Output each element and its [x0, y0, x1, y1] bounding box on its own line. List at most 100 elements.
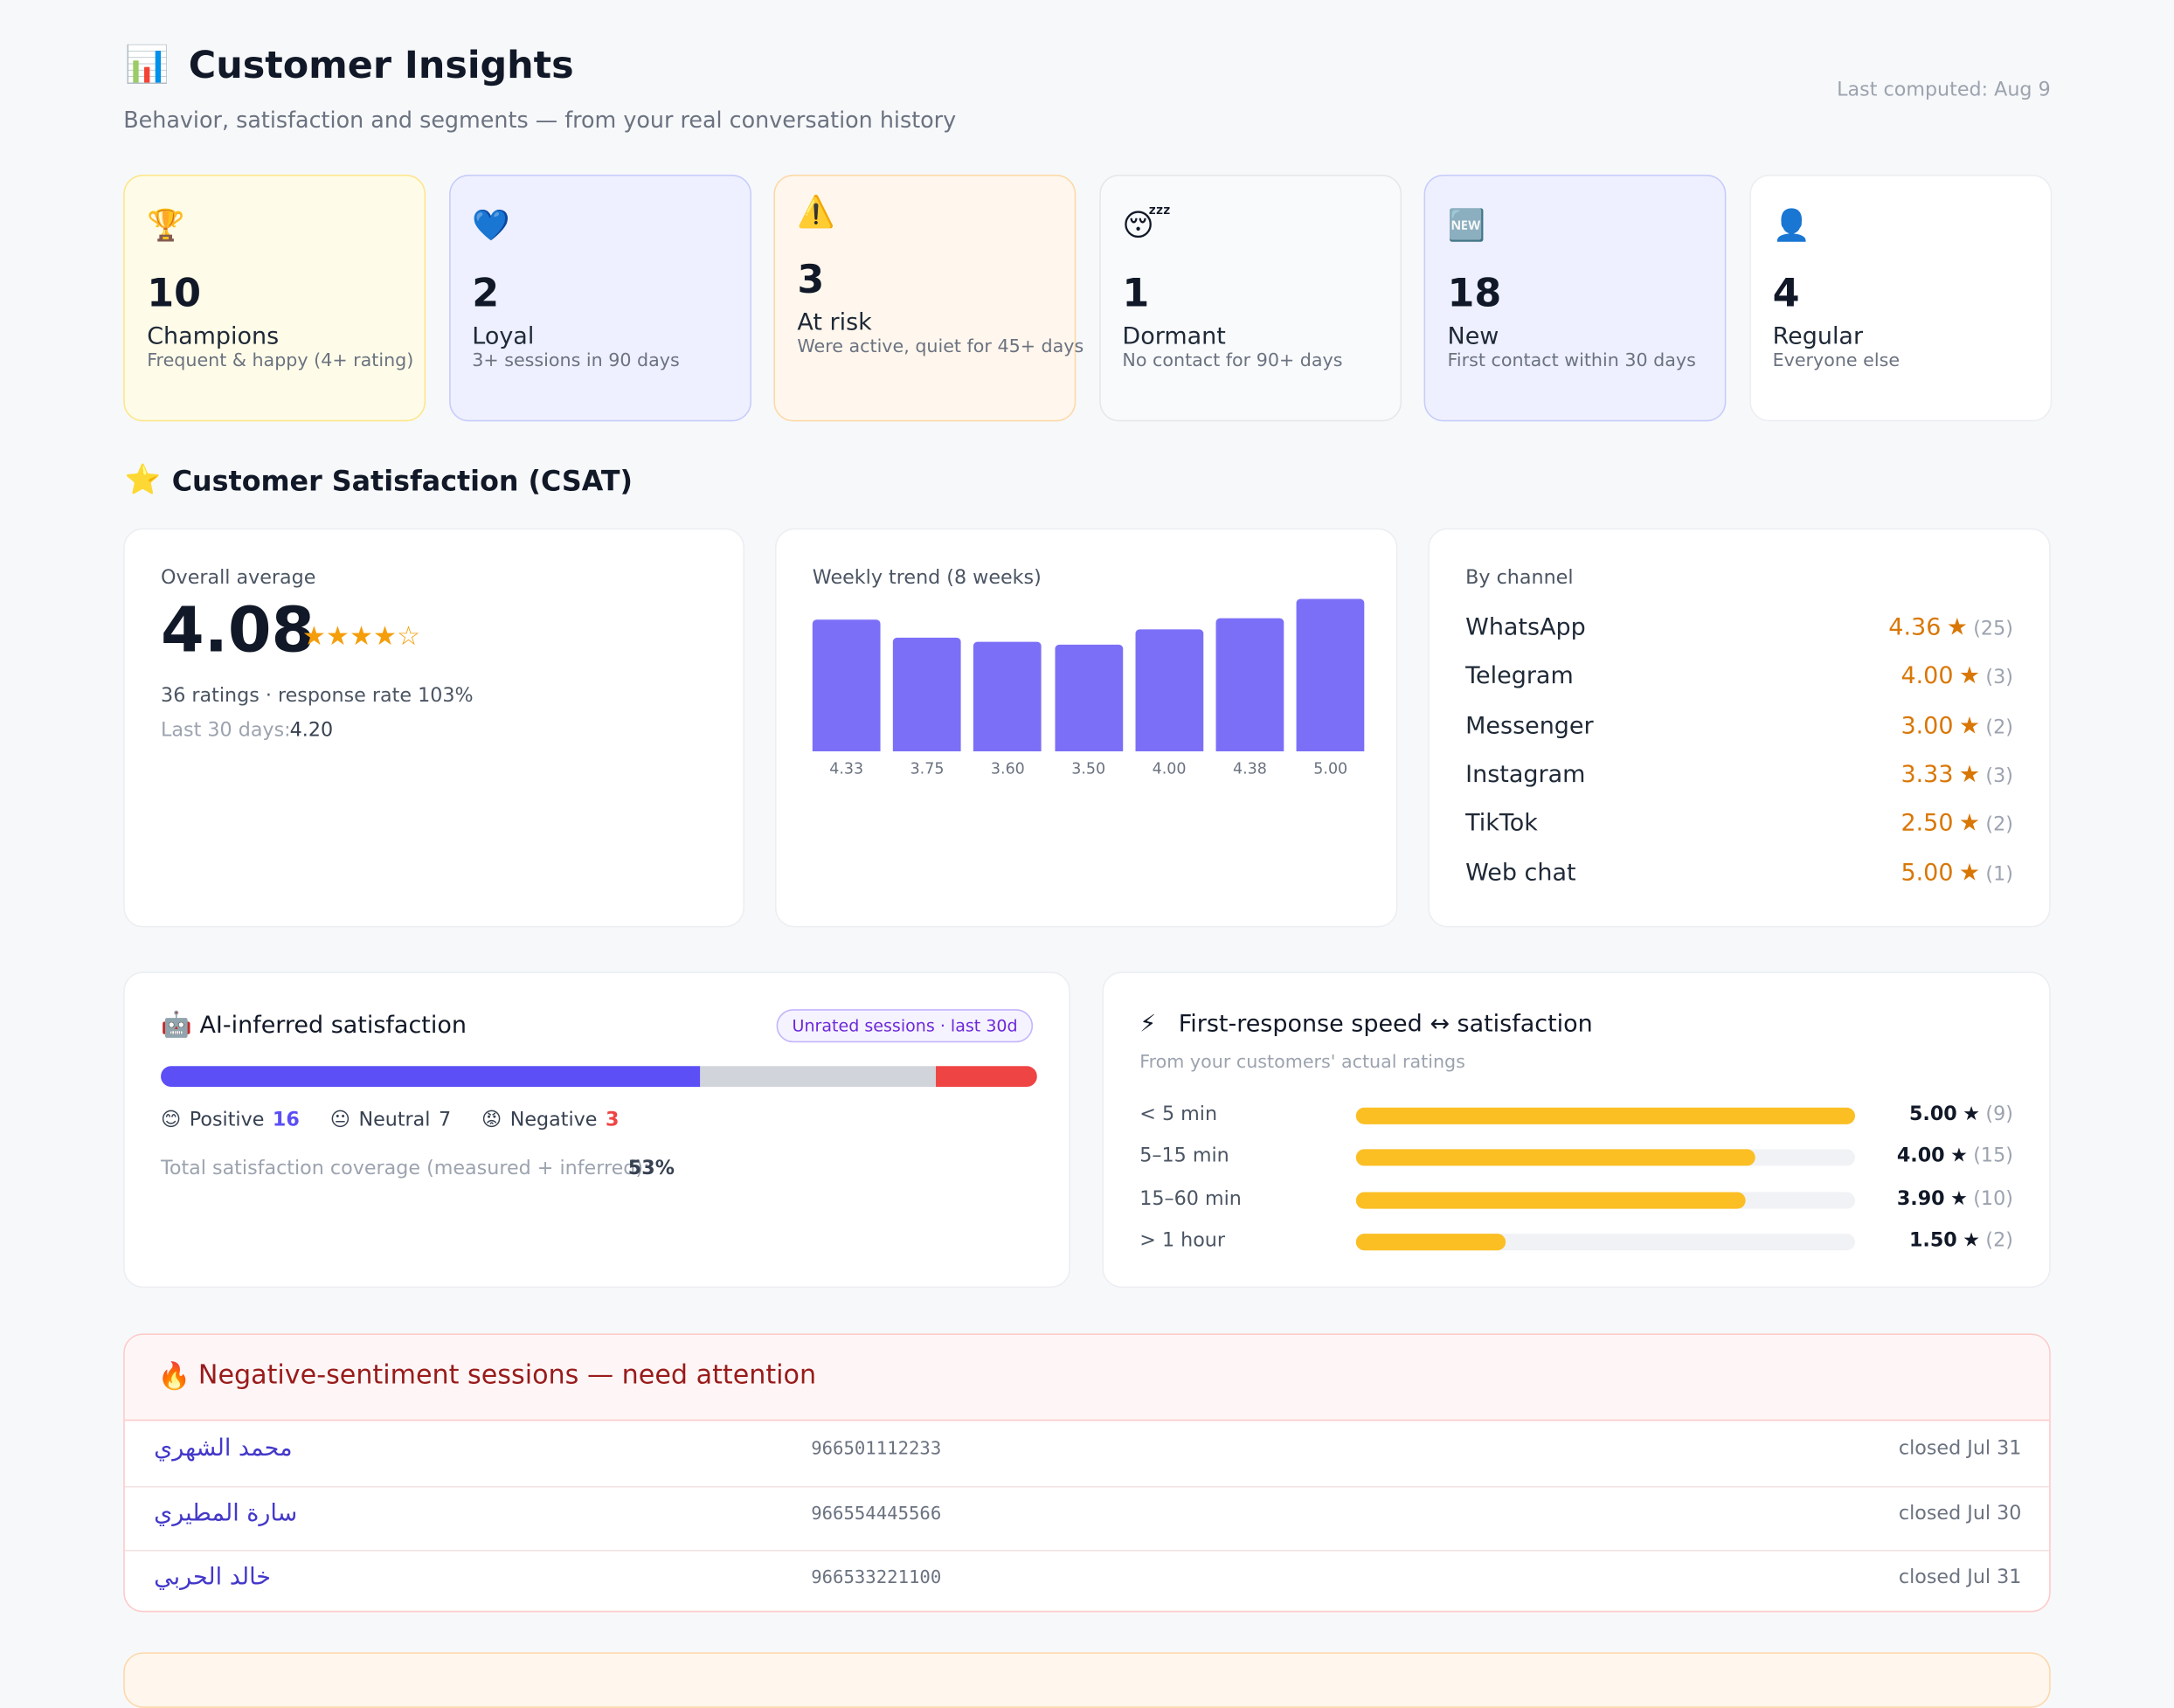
channel-card: By channel WhatsApp 4.36 ★ (25) Telegram 4.00 ★…: [1428, 528, 2051, 928]
segment-card: 🆕 18 New First contact within 30 days: [1423, 174, 1727, 422]
rating-count: (25): [1973, 618, 2013, 641]
segment-name: New: [1447, 322, 1499, 351]
ratings-info: 36 ratings · response rate 103%: [161, 684, 474, 708]
segment-description: 3+ sessions in 90 days: [472, 350, 680, 372]
sentiment-segment: [161, 1066, 701, 1087]
rating-count: (15): [1973, 1145, 2013, 1168]
segment-icon: 👤: [1772, 209, 1811, 245]
rating-value: 2.50: [1901, 809, 1954, 838]
speed-label: 5–15 min: [1139, 1145, 1229, 1168]
speed-bar: [1355, 1191, 1746, 1208]
rating-star: ★: [1958, 662, 1981, 691]
speed-track: [1355, 1107, 1856, 1124]
legend-icon: 😐: [329, 1109, 350, 1131]
row-divider: [124, 1485, 2050, 1487]
rating-count: (9): [1985, 1103, 2013, 1126]
channel-name: TikTok: [1465, 809, 1538, 838]
segment-count: 4: [1772, 270, 1800, 316]
customer-phone: 966554445566: [811, 1503, 942, 1525]
segment-description: Were active, quiet for 45+ days: [797, 336, 1084, 358]
speed-track: [1355, 1191, 1856, 1208]
segment-icon: 😴: [1122, 209, 1172, 245]
segment-name: Champions: [147, 322, 280, 351]
channel-name: Telegram: [1465, 662, 1574, 691]
rating-count: (3): [1985, 764, 2013, 788]
speed-label: 15–60 min: [1139, 1187, 1242, 1210]
last30-label: Last 30 days:: [161, 719, 291, 742]
coverage-value: 53%: [627, 1157, 675, 1180]
rating-value: 4.00: [1896, 1145, 1945, 1168]
closed-date: closed Jul 31: [1898, 1566, 2022, 1589]
rating-value: 5.00: [1908, 1103, 1957, 1126]
channel-rating: 2.50 ★ (2): [1901, 810, 2012, 838]
coverage-label: Total satisfaction coverage (measured + …: [161, 1157, 650, 1180]
segment-name: Dormant: [1122, 322, 1226, 351]
trend-value-label: 3.60: [990, 759, 1025, 778]
legend-item: 😐 Neutral 7: [330, 1109, 451, 1131]
rating-star: ★: [1958, 760, 1981, 789]
rating-value: 4.00: [1901, 662, 1954, 691]
legend-name: Negative: [509, 1109, 598, 1131]
trend-bar: [893, 637, 961, 751]
channel-rating: 3.00 ★ (2): [1901, 712, 2012, 740]
channel-rating: 3.33 ★ (3): [1901, 761, 2012, 789]
speed-rating: 1.50 ★ (2): [1909, 1229, 2013, 1251]
rating-count: (10): [1973, 1187, 2013, 1210]
segment-description: No contact for 90+ days: [1122, 350, 1343, 372]
title-icon: 📊: [124, 44, 170, 86]
speed-bar: [1355, 1233, 1506, 1251]
trend-bar: [812, 619, 881, 751]
trend-bar: [1296, 598, 1365, 751]
speed-track: [1355, 1149, 1856, 1166]
speed-rating: 5.00 ★ (9): [1909, 1103, 2013, 1125]
card-subtitle: From your customers' actual ratings: [1139, 1052, 1465, 1074]
card-icon: ⚡: [1139, 1010, 1157, 1039]
rating-value: 5.00: [1901, 858, 1954, 887]
legend-name: Neutral: [358, 1109, 431, 1131]
dashboard: 📊 Customer Insights Behavior, satisfacti…: [123, 44, 2052, 1708]
speed-rating: 3.90 ★ (10): [1897, 1187, 2013, 1209]
segment-name: Loyal: [472, 322, 535, 351]
rating-star: ★: [1946, 613, 1968, 642]
legend-count: 16: [272, 1109, 300, 1131]
segment-count: 2: [472, 270, 500, 316]
trend-bar: [1215, 618, 1284, 751]
segment-icon: 💙: [472, 209, 510, 245]
trend-value-label: 4.00: [1152, 759, 1187, 778]
rating-star: ★: [1963, 1103, 1981, 1126]
rating-value: 1.50: [1908, 1229, 1957, 1252]
speed-label: < 5 min: [1139, 1103, 1218, 1126]
trend-value-label: 4.38: [1232, 759, 1267, 778]
last-computed: Last computed: Aug 9: [1837, 79, 2051, 101]
channel-name: Instagram: [1465, 760, 1586, 789]
trend-value-label: 3.50: [1071, 759, 1106, 778]
speed-label: > 1 hour: [1139, 1229, 1226, 1252]
rating-count: (2): [1985, 813, 2013, 837]
channel-rating: 4.36 ★ (25): [1888, 614, 2013, 642]
customer-name: خالد الحربي: [154, 1563, 271, 1592]
overall-value: 4.08: [161, 593, 315, 667]
rating-star: ★: [1949, 1187, 1968, 1210]
legend-icon: 😡: [481, 1109, 502, 1131]
card-icon: 🤖: [161, 1010, 192, 1041]
segment-name: At risk: [797, 308, 872, 337]
row-divider: [124, 1549, 2050, 1552]
rating-star: ★: [1963, 1229, 1981, 1252]
rating-count: (2): [1985, 716, 2013, 739]
segment-count: 10: [147, 270, 202, 316]
section-title: Customer Satisfaction (CSAT): [171, 464, 634, 498]
trend-value-label: 3.75: [910, 759, 945, 778]
segment-description: First contact within 30 days: [1447, 350, 1696, 372]
rating-count: (2): [1985, 1229, 2013, 1252]
segment-description: Frequent & happy (4+ rating): [147, 350, 414, 372]
rating-star: ★: [1949, 1145, 1968, 1168]
card-label: Overall average: [161, 566, 316, 590]
rating-stars: ★★★★☆: [301, 620, 421, 652]
trend-bar: [1054, 644, 1123, 751]
rating-count: (3): [1985, 667, 2013, 690]
rating-star: ★: [1958, 809, 1981, 838]
next-card: [123, 1652, 2051, 1708]
card-label: Weekly trend (8 weeks): [812, 566, 1042, 590]
segment-icon: ⚠️: [797, 195, 835, 231]
sentiment-segment: [936, 1066, 1037, 1087]
